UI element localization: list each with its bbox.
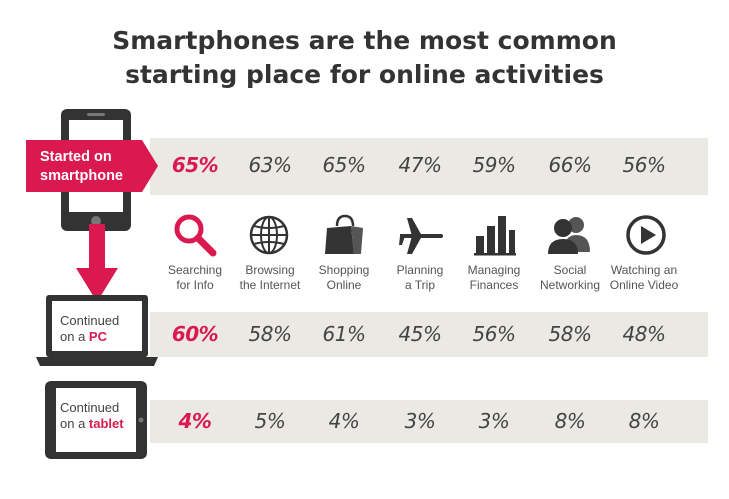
category-label-1: Searching for Info [153,263,237,293]
smartphone-value-4: 47% [398,153,442,177]
category-label-line-1: Managing [467,263,521,277]
category-label-line-2: a Trip [404,278,435,292]
category-label-3: Shopping Online [302,263,386,293]
category-label-5: Managing Finances [452,263,536,293]
pc-value-2: 58% [248,322,292,346]
tablet-row-band [150,400,708,443]
pc-label-emphasis: PC [88,329,107,344]
tablet-value-2: 5% [254,409,286,433]
category-label-line-1: Planning [396,263,444,277]
category-label-7: Watching an Online Video [602,263,686,293]
tablet-value-4: 3% [404,409,436,433]
pc-value-6: 58% [548,322,592,346]
smartphone-label-line-1: Started on [40,149,112,165]
category-label-line-1: Social [553,263,587,277]
smartphone-value-1: 65% [171,153,219,177]
laptop-icon [36,295,158,366]
smartphone-row-label: Started on smartphone [26,140,158,192]
category-label-2: Browsing the Internet [228,263,312,293]
smartphone-value-7: 56% [622,153,666,177]
magnifier-icon [174,214,217,257]
tablet-row-label: Continued on a tablet [60,400,124,432]
smartphone-value-2: 63% [248,153,292,177]
smartphone-value-5: 59% [472,153,516,177]
tablet-value-1: 4% [178,409,212,433]
category-label-line-2: the Internet [239,278,301,292]
people-icon [548,217,590,254]
tablet-icon [45,381,147,459]
tablet-label-emphasis: tablet [88,416,124,431]
tablet-label-mid: on a [60,416,89,431]
shopping-bag-icon [325,214,363,254]
pc-row-label: Continued on a PC [60,313,119,345]
category-label-line-1: Searching [167,263,223,277]
pc-value-3: 61% [322,322,366,346]
category-label-line-2: for Info [176,278,214,292]
category-label-6: Social Networking [528,263,612,293]
smartphone-row-band [150,138,708,195]
arrow-down-icon [76,224,118,302]
category-label-line-1: Browsing [245,263,295,277]
pc-label-line-2: on a PC [60,329,119,345]
category-label-line-2: Networking [539,278,601,292]
airplane-icon [399,218,443,254]
chart-title: Smartphones are the most common starting… [0,24,729,92]
pc-value-5: 56% [472,322,516,346]
category-label-line-1: Shopping [318,263,370,277]
tablet-value-7: 8% [628,409,660,433]
pc-label-mid: on a [60,329,89,344]
title-line-1: Smartphones are the most common [112,26,617,55]
tablet-value-5: 3% [478,409,510,433]
smartphone-label-line-2: smartphone [40,168,123,184]
category-label-line-1: Watching an [610,263,678,277]
category-label-line-2: Finances [469,278,519,292]
tablet-label-line-2: on a tablet [60,416,124,432]
category-label-line-2: Online Video [609,278,679,292]
play-icon [626,215,666,255]
pc-value-4: 45% [398,322,442,346]
pc-row-band [150,312,708,357]
globe-icon [249,215,289,255]
smartphone-row-tag [26,140,158,192]
category-label-line-2: Online [326,278,362,292]
smartphone-value-3: 65% [322,153,366,177]
pc-label-line-1: Continued [60,313,120,328]
title-line-2: starting place for online activities [125,60,604,89]
pc-value-7: 48% [622,322,666,346]
smartphone-value-6: 66% [548,153,592,177]
pc-value-1: 60% [171,322,219,346]
tablet-value-3: 4% [328,409,360,433]
category-label-4: Planning a Trip [378,263,462,293]
tablet-label-line-1: Continued [60,400,120,415]
bar-chart-icon [474,216,516,256]
tablet-value-6: 8% [554,409,586,433]
